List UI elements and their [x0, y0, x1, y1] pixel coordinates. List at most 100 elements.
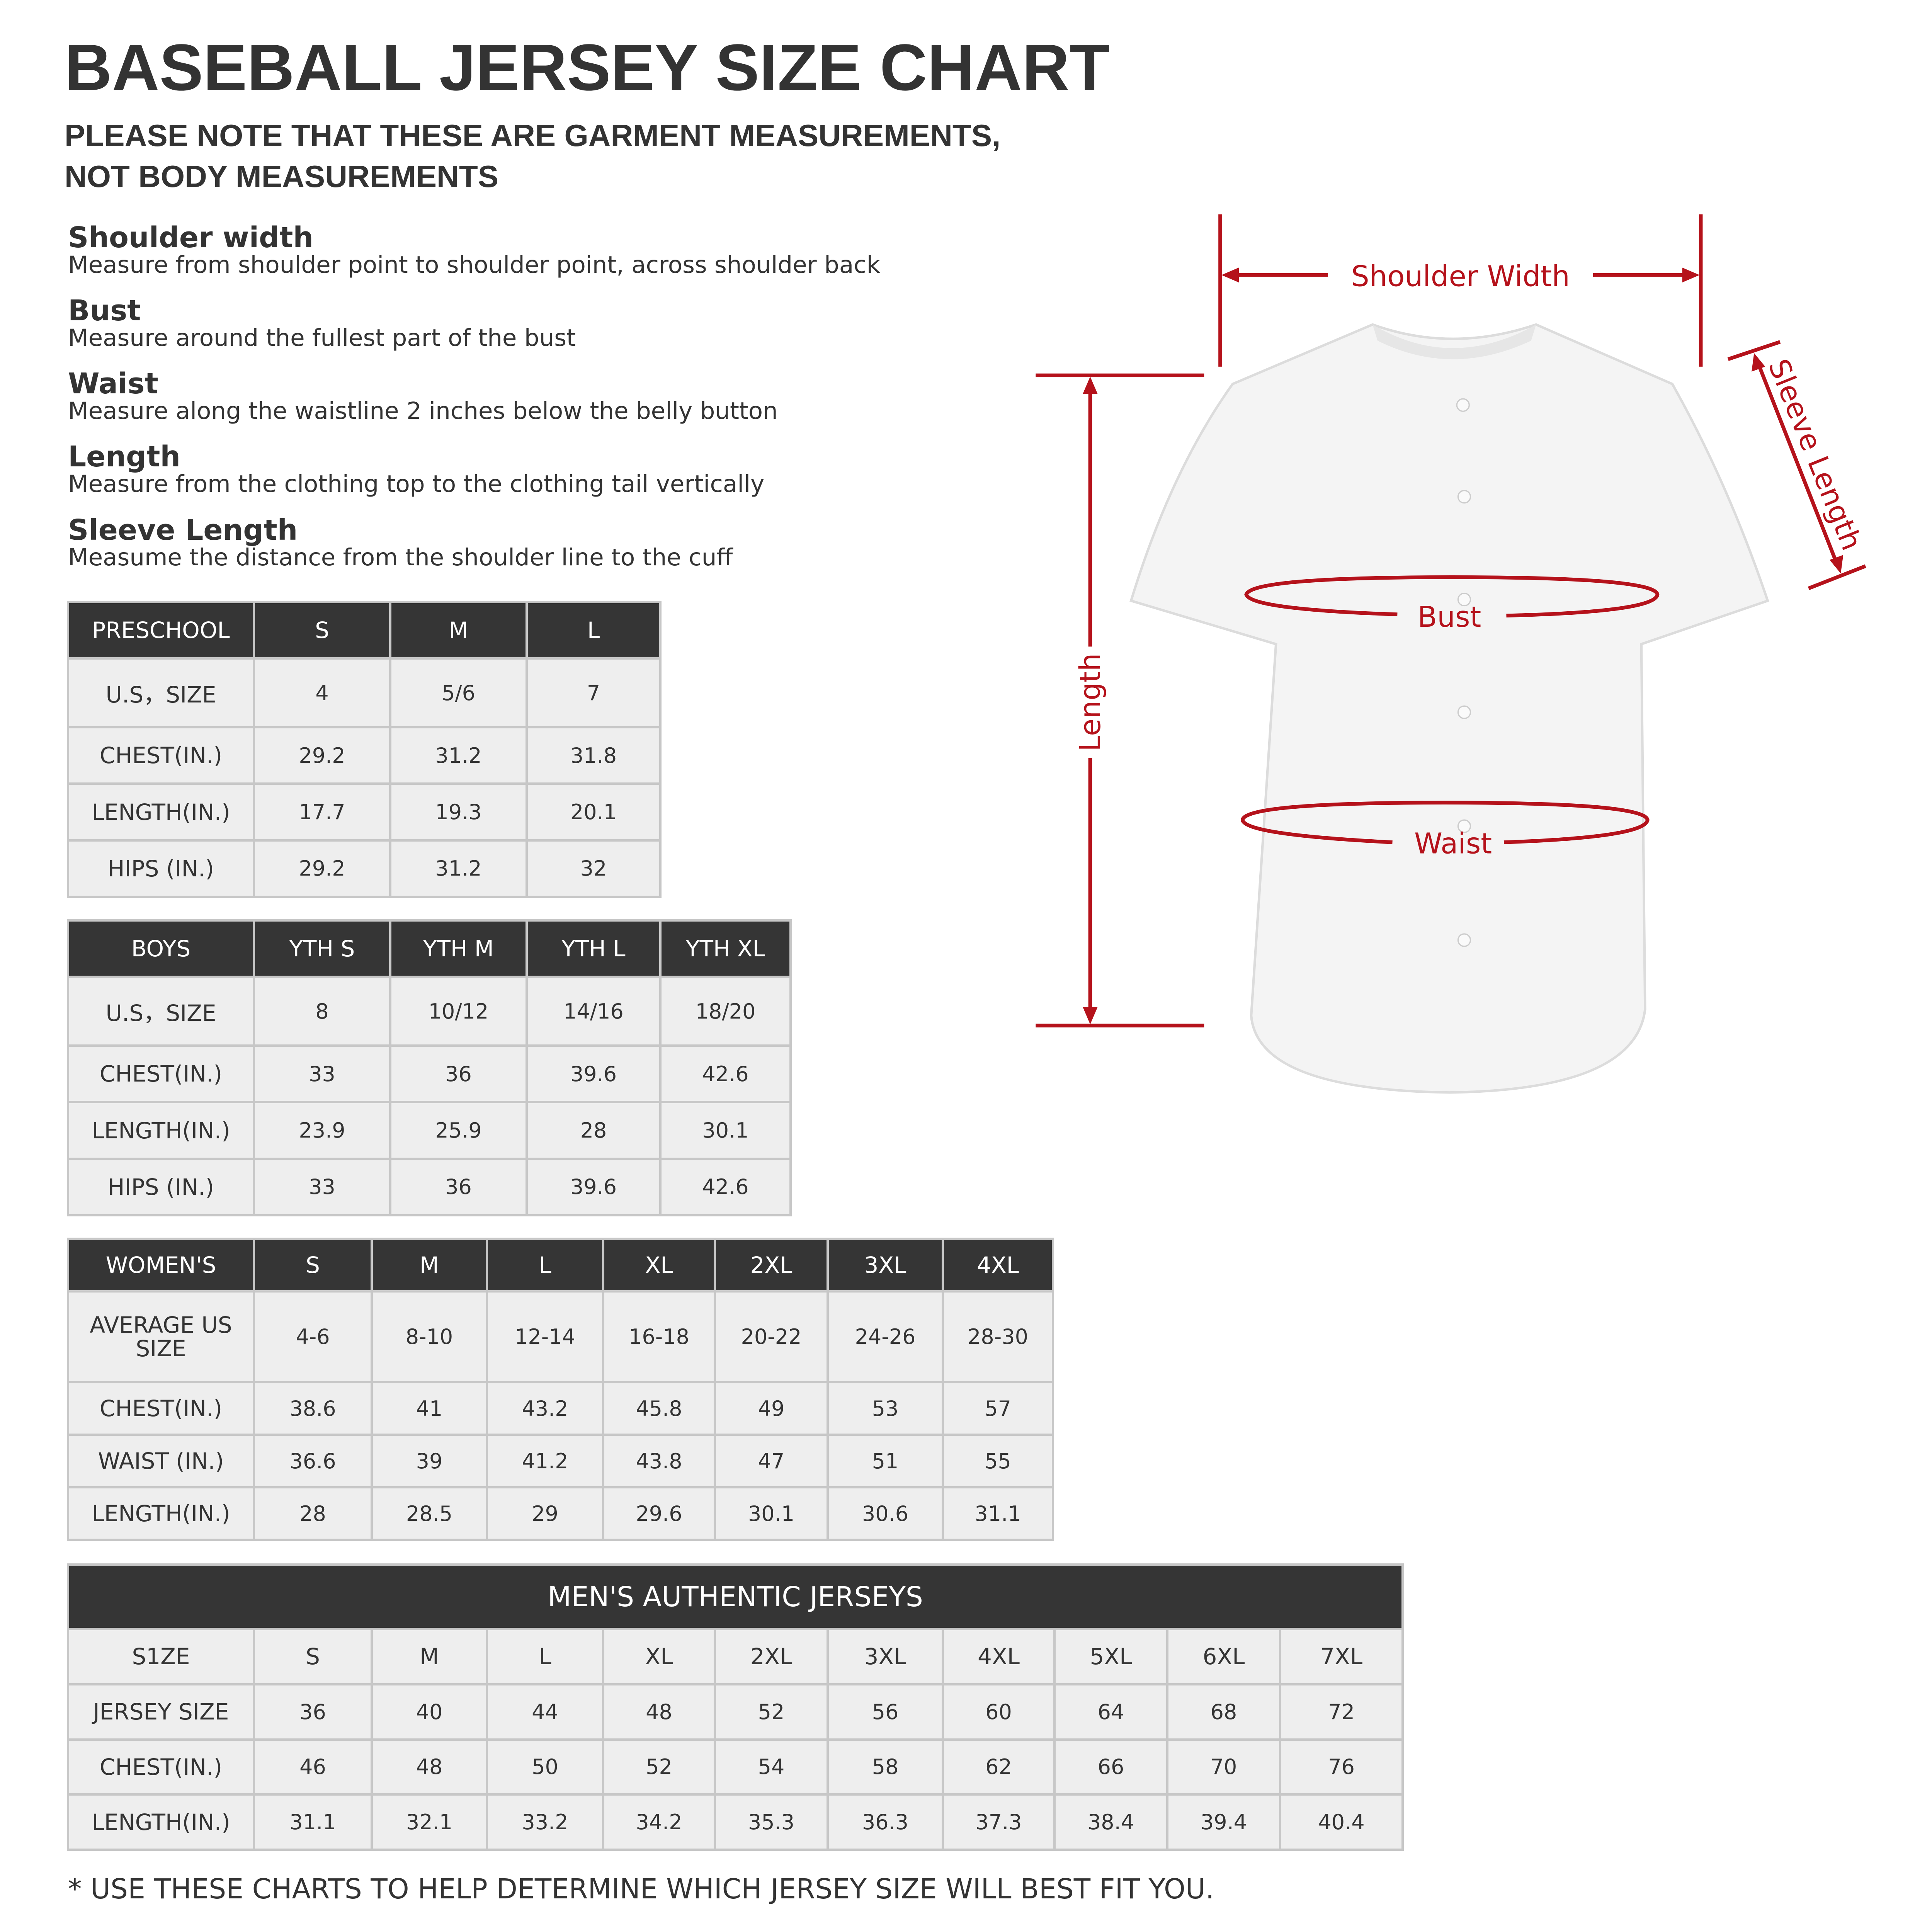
- table-title: MEN'S AUTHENTIC JERSEYS: [66, 1563, 1404, 1630]
- page-title: BASEBALL JERSEY SIZE CHART: [65, 31, 1110, 104]
- column-header: 2XL: [714, 1238, 829, 1293]
- column-header: 3XL: [827, 1238, 944, 1293]
- column-header: YTH S: [253, 919, 391, 978]
- row-label: CHEST(IN.): [67, 1738, 255, 1796]
- table-row: JERSEY SIZE 36 40 44 48 52 56 60 64 68 72: [67, 1683, 1404, 1741]
- preschool-size-table: PRESCHOOL S M L U.S，SIZE 4 5/6 7 CHEST(IN.) 29.2 3…: [67, 600, 662, 898]
- description: Measure along the waistline 2 inches bel…: [68, 397, 778, 425]
- table-cell: 52: [714, 1683, 829, 1741]
- table-cell: 14/16: [526, 976, 662, 1047]
- table-cell: 76: [1279, 1738, 1404, 1796]
- table-row: U.S，SIZE 8 10/12 14/16 18/20: [67, 976, 792, 1047]
- description: Measure from shoulder point to shoulder …: [68, 251, 881, 279]
- table-cell: 36.3: [827, 1793, 944, 1851]
- table-cell: 29.2: [253, 726, 391, 785]
- term: Bust: [68, 294, 141, 327]
- table-cell: 39.4: [1166, 1793, 1281, 1851]
- definition-length: Length Measure from the clothing top to t…: [68, 442, 764, 497]
- table-cell: 7: [526, 657, 662, 729]
- row-label: LENGTH(IN.): [67, 782, 255, 842]
- table-cell: 28.5: [371, 1486, 488, 1541]
- jersey-illustration: [1129, 323, 1769, 1094]
- header-row: BOYS YTH S YTH M YTH L YTH XL: [67, 919, 792, 978]
- table-cell: 31.1: [253, 1793, 373, 1851]
- table-cell: 24-26: [827, 1290, 944, 1384]
- column-header: M: [371, 1628, 488, 1685]
- description: Measure from the clothing top to the clo…: [68, 470, 765, 498]
- table-cell: 41.2: [486, 1434, 604, 1489]
- column-header: 5XL: [1053, 1628, 1168, 1685]
- header-row: WOMEN'S S M L XL 2XL 3XL 4XL: [67, 1238, 1054, 1293]
- length-label: Length: [1074, 653, 1107, 751]
- description: Measure around the fullest part of the b…: [68, 324, 576, 352]
- column-header: BOYS: [67, 919, 255, 978]
- table-cell: 32: [526, 839, 662, 898]
- table-cell: 44: [486, 1683, 604, 1741]
- table-cell: 31.1: [942, 1486, 1054, 1541]
- table-cell: 28: [253, 1486, 373, 1541]
- table-cell: 37.3: [942, 1793, 1056, 1851]
- table-cell: 39: [371, 1434, 488, 1489]
- column-header: S: [253, 600, 391, 660]
- footnote: * USE THESE CHARTS TO HELP DETERMINE WHI…: [68, 1873, 1214, 1905]
- table-cell: 35.3: [714, 1793, 829, 1851]
- table-row: CHEST(IN.) 46 48 50 52 54 58 62 66 70 76: [67, 1738, 1404, 1796]
- table-cell: 64: [1053, 1683, 1168, 1741]
- table-cell: 30.1: [659, 1101, 792, 1160]
- header-row: S1ZE S M L XL 2XL 3XL 4XL 5XL 6XL 7XL: [67, 1628, 1404, 1685]
- column-header: L: [486, 1628, 604, 1685]
- column-header: S1ZE: [67, 1628, 255, 1685]
- boys-size-table: BOYS YTH S YTH M YTH L YTH XL U.S，SIZE 8 10/12 1…: [67, 919, 792, 1217]
- table-cell: 45.8: [602, 1381, 716, 1436]
- table-cell: 68: [1166, 1683, 1281, 1741]
- table-cell: 8-10: [371, 1290, 488, 1384]
- sleeve-length-label: Sleeve Length: [1762, 355, 1868, 555]
- arrow-heads: [1083, 267, 1844, 1025]
- table-cell: 28-30: [942, 1290, 1054, 1384]
- table-row: LENGTH(IN.) 23.9 25.9 28 30.1: [67, 1101, 792, 1160]
- column-header: S: [253, 1238, 373, 1293]
- row-label: U.S，SIZE: [67, 976, 255, 1047]
- table-cell: 16-18: [602, 1290, 716, 1384]
- column-header: 6XL: [1166, 1628, 1281, 1685]
- table-row: AVERAGE US SIZE 4-6 8-10 12-14 16-18 20-22 24-…: [67, 1290, 1054, 1384]
- table-cell: 60: [942, 1683, 1056, 1741]
- table-cell: 46: [253, 1738, 373, 1796]
- womens-size-table: WOMEN'S S M L XL 2XL 3XL 4XL AVERAGE US SIZE 4-6 8…: [67, 1238, 1054, 1541]
- table-row: CHEST(IN.) 38.6 41 43.2 45.8 49 53 57: [67, 1381, 1054, 1436]
- table-cell: 70: [1166, 1738, 1281, 1796]
- table-row: LENGTH(IN.) 17.7 19.3 20.1: [67, 782, 662, 842]
- row-label: CHEST(IN.): [67, 1044, 255, 1104]
- measurement-lines: [1036, 214, 1866, 1028]
- table-cell: 38.4: [1053, 1793, 1168, 1851]
- table-cell: 48: [371, 1738, 488, 1796]
- column-header: S: [253, 1628, 373, 1685]
- table-cell: 53: [827, 1381, 944, 1436]
- table-cell: 52: [602, 1738, 716, 1796]
- term: Length: [68, 440, 181, 473]
- column-header: M: [389, 600, 528, 660]
- table-cell: 36: [389, 1157, 528, 1217]
- table-row: HIPS (IN.) 33 36 39.6 42.6: [67, 1157, 792, 1217]
- term: Shoulder width: [68, 221, 314, 254]
- table-cell: 57: [942, 1381, 1054, 1436]
- table-cell: 40: [371, 1683, 488, 1741]
- row-label: CHEST(IN.): [67, 726, 255, 785]
- table-cell: 32.1: [371, 1793, 488, 1851]
- row-label: LENGTH(IN.): [67, 1101, 255, 1160]
- table-cell: 41: [371, 1381, 488, 1436]
- shoulder-width-label: Shoulder Width: [1351, 260, 1570, 293]
- table-cell: 36: [253, 1683, 373, 1741]
- row-label: JERSEY SIZE: [67, 1683, 255, 1741]
- table-cell: 50: [486, 1738, 604, 1796]
- column-header: 4XL: [942, 1238, 1054, 1293]
- waist-label: Waist: [1414, 828, 1492, 861]
- table-cell: 4-6: [253, 1290, 373, 1384]
- table-cell: 56: [827, 1683, 944, 1741]
- table-cell: 33: [253, 1044, 391, 1104]
- row-label: WAIST (IN.): [67, 1434, 255, 1489]
- row-label: HIPS (IN.): [67, 839, 255, 898]
- table-cell: 18/20: [659, 976, 792, 1047]
- row-label: HIPS (IN.): [67, 1157, 255, 1217]
- table-cell: 31.2: [389, 726, 528, 785]
